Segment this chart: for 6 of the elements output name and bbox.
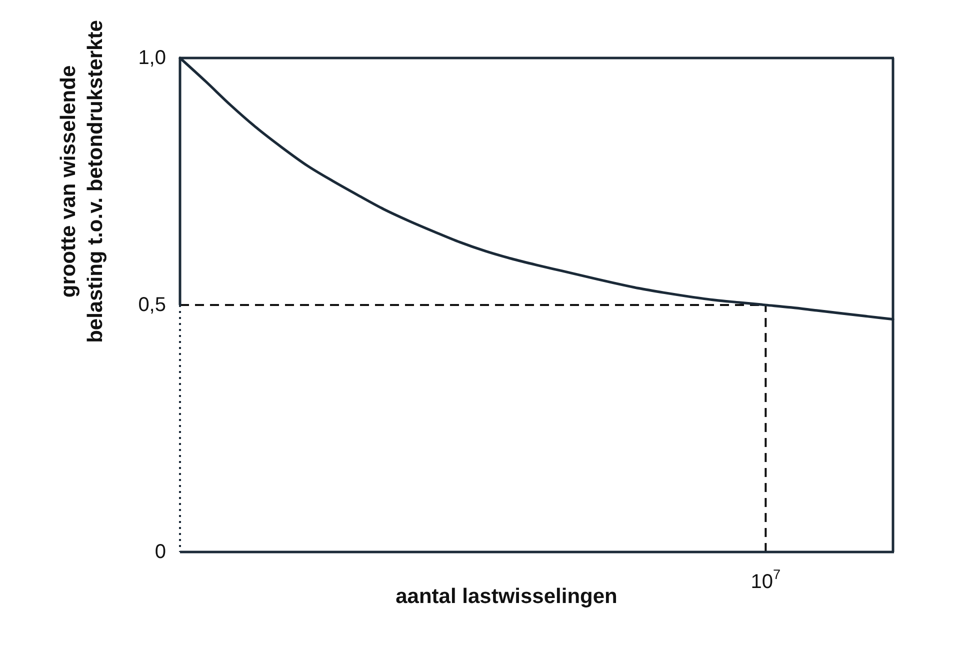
x-axis-title: aantal lastwisselingen (396, 584, 618, 608)
y-tick-label: 0 (154, 541, 166, 563)
x-tick-label: 10$^{7}$ (750, 567, 781, 593)
y-tick-label: 0,5 (138, 294, 166, 316)
y-axis-title: grootte van wisselende belasting t.o.v. betondruksterkte (56, 20, 106, 343)
y-tick-label: 1,0 (138, 47, 166, 69)
